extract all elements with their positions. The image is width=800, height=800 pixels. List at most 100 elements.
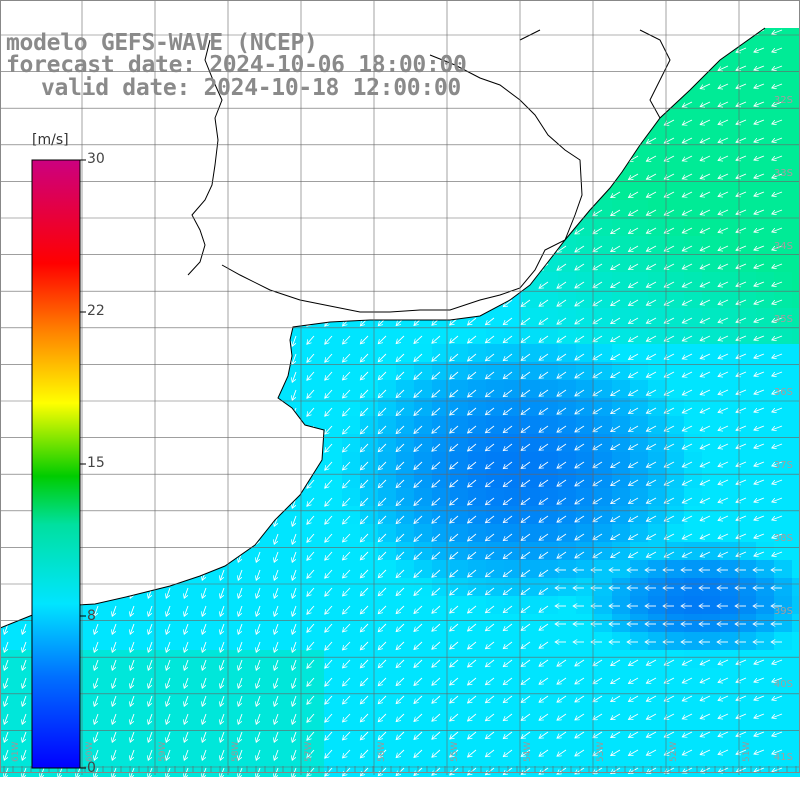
field-cell	[432, 614, 451, 633]
wind-arrow	[292, 389, 297, 400]
field-cell	[594, 524, 613, 543]
wind-arrow	[450, 173, 459, 181]
field-cell	[612, 254, 631, 273]
field-cell	[666, 254, 685, 273]
wind-arrow	[325, 245, 333, 254]
wind-arrow	[754, 317, 765, 322]
field-cell	[396, 434, 415, 453]
wind-arrow	[557, 227, 567, 234]
wind-arrow	[184, 371, 189, 382]
wind-arrow	[593, 47, 603, 55]
wind-arrow	[360, 353, 369, 362]
wind-arrow	[736, 65, 747, 70]
field-cell	[576, 470, 595, 489]
field-cell	[360, 488, 379, 507]
field-cell	[18, 110, 37, 129]
field-cell	[792, 632, 800, 651]
wind-arrow	[378, 119, 387, 128]
field-cell	[666, 596, 685, 615]
wind-arrow	[184, 317, 189, 328]
wind-arrow	[628, 371, 639, 378]
field-cell	[558, 524, 577, 543]
wind-arrow	[94, 443, 99, 454]
field-cell	[684, 272, 703, 291]
wind-arrow	[112, 587, 117, 598]
wind-arrow	[772, 407, 783, 412]
field-cell	[198, 704, 217, 723]
field-cell	[630, 452, 649, 471]
field-cell	[630, 578, 649, 597]
wind-arrow	[736, 299, 747, 304]
field-cell	[702, 686, 721, 705]
field-cell	[486, 28, 505, 39]
wind-arrow	[700, 29, 711, 35]
field-cell	[396, 722, 415, 741]
field-cell	[180, 218, 199, 237]
wind-arrow	[432, 245, 441, 253]
field-cell	[378, 704, 397, 723]
wind-arrow	[700, 245, 711, 251]
wind-arrow	[94, 389, 99, 400]
wind-arrow	[772, 119, 783, 124]
field-cell	[144, 164, 163, 183]
field-cell	[774, 596, 793, 615]
wind-arrow	[503, 299, 513, 307]
wind-arrow	[450, 191, 459, 199]
field-cell	[792, 326, 800, 345]
wind-arrow	[432, 209, 441, 217]
field-cell	[504, 344, 523, 363]
longitude-label: 58W	[231, 742, 241, 762]
field-cell	[486, 182, 505, 201]
field-cell	[432, 28, 451, 39]
field-cell	[270, 146, 289, 165]
wind-arrow	[628, 263, 639, 270]
field-cell	[108, 326, 127, 345]
field-cell	[468, 56, 487, 75]
field-cell	[234, 560, 253, 579]
wind-arrow	[539, 47, 549, 54]
field-cell	[522, 182, 541, 201]
wind-arrow	[307, 155, 315, 164]
field-cell	[144, 200, 163, 219]
wind-arrow	[521, 83, 531, 91]
field-cell	[792, 146, 800, 165]
wind-arrow	[94, 173, 99, 184]
wind-arrow	[611, 101, 621, 108]
wind-arrow	[539, 83, 549, 90]
wind-arrow	[628, 479, 639, 486]
wind-arrow	[414, 371, 423, 380]
wind-arrow	[58, 101, 63, 112]
field-cell	[738, 110, 757, 129]
wind-arrow	[378, 407, 387, 416]
wind-arrow	[700, 209, 711, 215]
field-cell	[540, 308, 559, 327]
wind-arrow	[539, 299, 549, 306]
wind-arrow	[414, 443, 423, 452]
field-cell	[396, 524, 415, 543]
wind-arrow	[575, 335, 585, 342]
field-cell	[0, 362, 19, 381]
field-cell	[108, 650, 127, 669]
colorbar-tick-15: 15	[87, 455, 105, 471]
wind-arrow	[754, 119, 765, 124]
wind-arrow	[432, 29, 441, 37]
wind-arrow	[611, 191, 621, 198]
wind-arrow	[736, 83, 747, 88]
field-cell	[684, 434, 703, 453]
wind-arrow	[432, 119, 441, 127]
field-cell	[594, 650, 613, 669]
field-cell	[108, 146, 127, 165]
field-cell	[468, 398, 487, 417]
field-cell	[540, 362, 559, 381]
field-cell	[684, 596, 703, 615]
wind-arrow	[575, 461, 585, 468]
wind-arrow	[468, 425, 477, 433]
field-cell	[0, 452, 19, 471]
wind-arrow	[148, 389, 153, 400]
field-cell	[0, 506, 19, 525]
wind-arrow	[22, 119, 27, 130]
field-cell	[90, 614, 109, 633]
field-cell	[648, 362, 667, 381]
field-cell	[594, 236, 613, 255]
field-cell	[594, 416, 613, 435]
